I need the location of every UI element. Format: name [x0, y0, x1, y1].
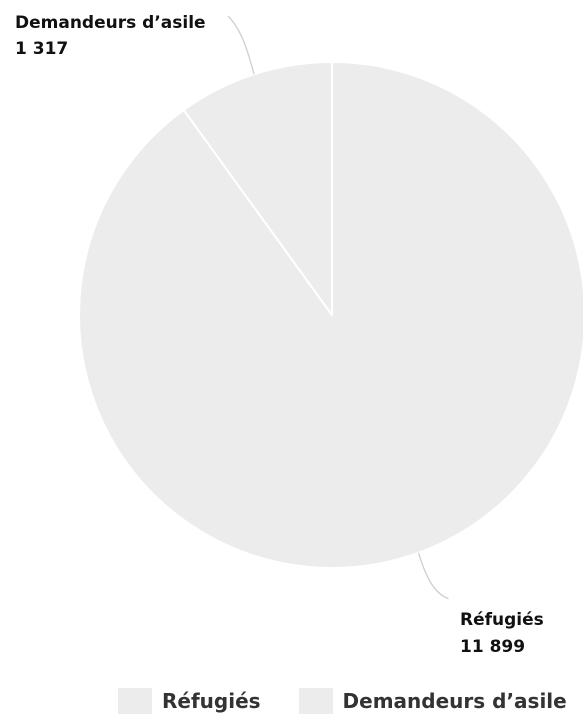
leader-line-refugies: [417, 552, 449, 600]
leader-lines: [227, 15, 449, 600]
slice-value-demandeurs: 1 317: [15, 39, 68, 59]
slice-value-refugies: 11 899: [460, 637, 525, 657]
legend-item-demandeurs[interactable]: Demandeurs d’asile: [298, 688, 567, 714]
legend-label-demandeurs: Demandeurs d’asile: [342, 689, 567, 713]
legend-label-refugies: Réfugiés: [162, 689, 261, 713]
slice-label-demandeurs: Demandeurs d’asile: [15, 13, 206, 33]
legend: Réfugiés Demandeurs d’asile: [118, 687, 567, 715]
leader-line-demandeurs: [227, 15, 255, 75]
slice-label-refugies: Réfugiés: [460, 610, 544, 630]
legend-item-refugies[interactable]: Réfugiés: [118, 688, 261, 714]
legend-swatch-refugies: [118, 688, 152, 714]
legend-swatch-demandeurs: [298, 688, 333, 714]
pie-slices: [78, 61, 583, 569]
